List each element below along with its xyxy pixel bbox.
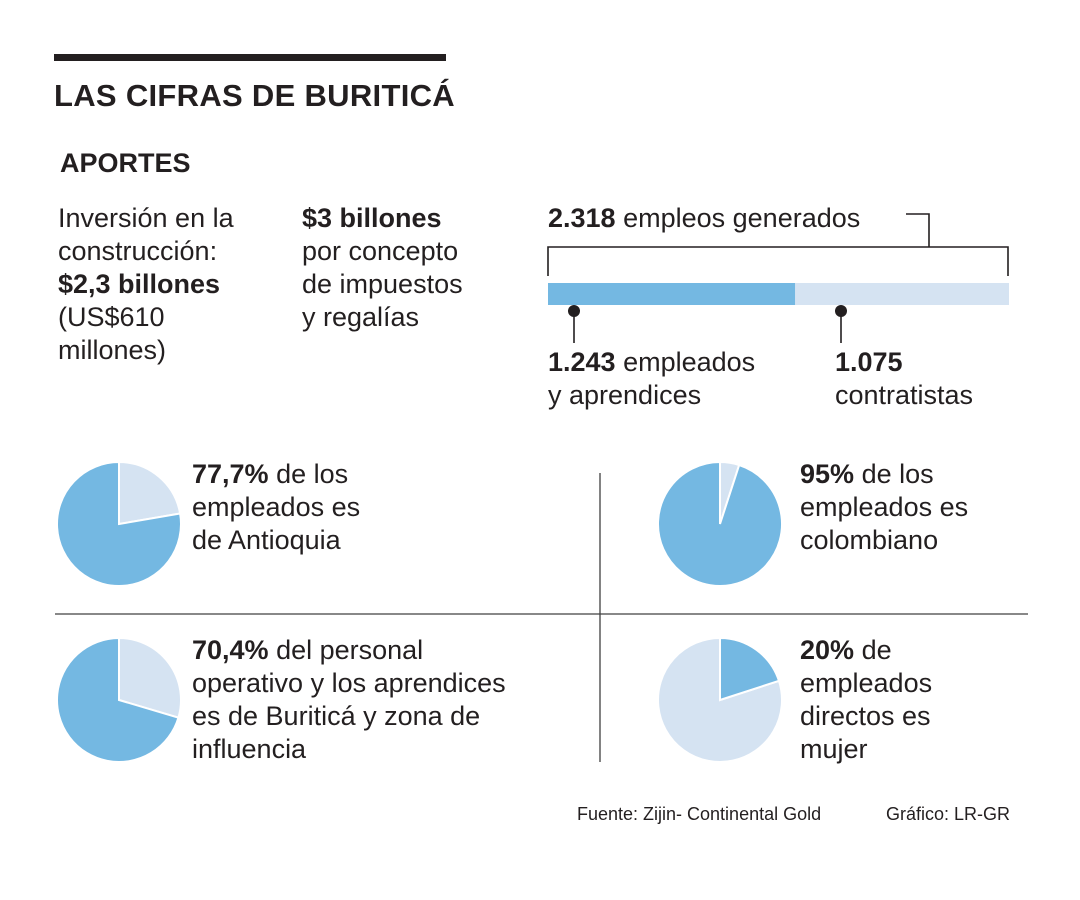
- bar-marker-contratistas: [835, 305, 847, 343]
- inversion-block: Inversión en la construcción: $2,3 billo…: [58, 202, 234, 367]
- pie-1-slice-main: [56, 460, 182, 587]
- stat-buritica-l4: influencia: [192, 734, 307, 764]
- bar-contratistas: [795, 283, 1009, 305]
- top-rule: [54, 54, 446, 61]
- stat-buritica: 70,4% del personal operativo y los apren…: [192, 634, 506, 766]
- pie-3-slice-main: [56, 636, 180, 763]
- stat-mujer-pct: 20%: [800, 635, 855, 665]
- empleados-label: 1.243 empleados y aprendices: [548, 346, 755, 412]
- pie-4-slice-main: [719, 636, 781, 702]
- stat-buritica-pct: 70,4%: [192, 635, 269, 665]
- inversion-line4: (US$610: [58, 302, 165, 332]
- pie-buritica: [56, 636, 182, 763]
- inversion-line1: Inversión en la: [58, 203, 234, 233]
- stat-mujer-l3: directos es: [800, 701, 931, 731]
- bar-marker-empleados: [568, 305, 580, 343]
- stat-buritica-l1: del personal: [276, 635, 424, 665]
- inversion-amount: $2,3 billones: [58, 269, 221, 299]
- empleados-text2: y aprendices: [548, 380, 702, 410]
- impuestos-line4: y regalías: [302, 302, 420, 332]
- pie-2-slice-main: [657, 460, 784, 587]
- impuestos-line3: de impuestos: [302, 269, 463, 299]
- contratistas-label: 1.075 contratistas: [835, 346, 973, 412]
- empleados-value: 1.243: [548, 347, 616, 377]
- stat-colombiano-l3: colombiano: [800, 525, 939, 555]
- stat-mujer-l1: de: [861, 635, 892, 665]
- impuestos-line2: por concepto: [302, 236, 459, 266]
- bar-bracket: [547, 213, 1009, 276]
- inversion-line2: construcción:: [58, 236, 218, 266]
- stat-antioquia-l1: de los: [276, 459, 349, 489]
- footer-credit: Gráfico: LR-GR: [886, 804, 1011, 824]
- bar-empleados: [548, 283, 796, 305]
- stat-buritica-l2: operativo y los aprendices: [192, 668, 506, 698]
- pie-1-slice-rest: [118, 460, 182, 526]
- inversion-line5: millones): [58, 335, 167, 365]
- stat-colombiano-l1: de los: [861, 459, 934, 489]
- empleos-total-value: 2.318: [548, 203, 616, 233]
- page-title: LAS CIFRAS DE BURITICÁ: [54, 78, 455, 113]
- stat-antioquia-l2: empleados es: [192, 492, 361, 522]
- pie-3-slice-rest: [118, 636, 182, 719]
- stat-antioquia-pct: 77,7%: [192, 459, 269, 489]
- impuestos-block: $3 billones por concepto de impuestos y …: [302, 202, 463, 334]
- stat-mujer-l2: empleados: [800, 668, 933, 698]
- contratistas-text: contratistas: [835, 380, 974, 410]
- stat-colombiano-pct: 95%: [800, 459, 855, 489]
- empleos-total-label: 2.318 empleos generados: [548, 202, 860, 235]
- stat-colombiano-l2: empleados es: [800, 492, 969, 522]
- empleados-text1: empleados: [623, 347, 756, 377]
- stat-mujer-l4: mujer: [800, 734, 868, 764]
- stat-buritica-l3: es de Buriticá y zona de: [192, 701, 481, 731]
- impuestos-amount: $3 billones: [302, 203, 442, 233]
- pie-antioquia: [56, 460, 182, 587]
- pie-mujer: [657, 636, 783, 763]
- stat-antioquia-l3: de Antioquia: [192, 525, 341, 555]
- contratistas-value: 1.075: [835, 347, 903, 377]
- section-heading: APORTES: [60, 148, 191, 178]
- empleos-total-text: empleos generados: [623, 203, 861, 233]
- footer-source: Fuente: Zijin- Continental Gold: [577, 804, 822, 824]
- pie-colombiano: [657, 460, 784, 587]
- stat-antioquia: 77,7% de los empleados es de Antioquia: [192, 458, 360, 557]
- stat-colombiano: 95% de los empleados es colombiano: [800, 458, 968, 557]
- stat-mujer: 20% de empleados directos es mujer: [800, 634, 932, 766]
